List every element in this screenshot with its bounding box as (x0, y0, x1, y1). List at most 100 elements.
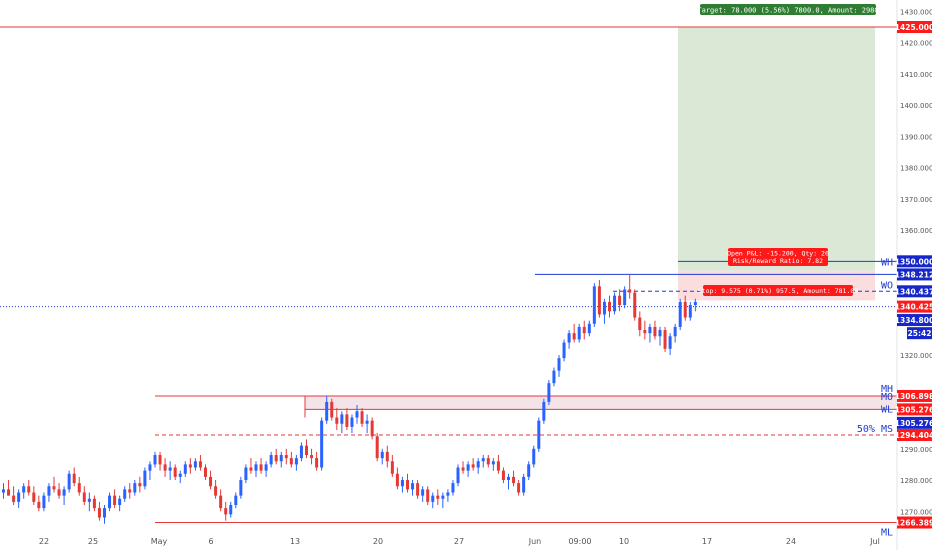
candle (173, 464, 177, 481)
candle (82, 486, 86, 506)
candle-body (693, 301, 697, 306)
candle-body (143, 470, 147, 487)
candle-body (178, 473, 182, 477)
candle-body (436, 495, 440, 499)
price-tick: 1430.000 (900, 8, 932, 16)
price-axis-label-bg (897, 429, 932, 442)
candle (209, 470, 213, 490)
candle (123, 486, 127, 502)
candle-body (249, 467, 253, 471)
candle (249, 458, 253, 474)
candle (400, 476, 404, 493)
candle (395, 467, 399, 490)
candle (512, 470, 516, 487)
candle-body (163, 464, 167, 471)
candle (279, 451, 283, 468)
candle (229, 501, 233, 518)
candle (244, 464, 248, 484)
candle (592, 283, 596, 327)
candle (416, 480, 420, 499)
candle (360, 408, 364, 427)
candle-body (613, 295, 617, 312)
candle-body (47, 486, 51, 496)
candle (128, 483, 132, 499)
candle (678, 298, 682, 331)
candle-body (310, 455, 314, 459)
fvg-zone (305, 395, 897, 410)
candle-body (421, 489, 425, 496)
candle (693, 298, 697, 312)
candle (219, 489, 223, 512)
price-axis-label-bg (897, 416, 932, 429)
candle (683, 295, 687, 321)
ratio-label: Risk/Reward Ratio: 7.82 (733, 257, 823, 265)
candle-body (269, 455, 273, 465)
candle (284, 448, 288, 465)
candle-body (234, 495, 238, 506)
candle (183, 461, 187, 477)
candle (577, 323, 581, 343)
target-label: Target: 78.000 (5.56%) 7800.0, Amount: 2… (697, 7, 878, 15)
candle-body (42, 495, 46, 509)
candle-body (416, 483, 420, 496)
candle (62, 486, 66, 506)
candle (148, 461, 152, 481)
price-axis-label-bg (897, 300, 932, 313)
price-axis-label-bg (897, 403, 932, 416)
time-tick: 22 (39, 537, 49, 546)
candle-body (476, 461, 480, 468)
time-tick: Jul (869, 537, 880, 546)
candle-body (345, 414, 349, 427)
candle-body (512, 476, 516, 484)
candle (496, 455, 500, 474)
candle (522, 473, 526, 496)
candle (224, 501, 228, 521)
candle (668, 333, 672, 356)
candle-body (128, 489, 132, 493)
candle (542, 398, 546, 424)
candle-body (168, 467, 172, 471)
candle-body (461, 467, 465, 471)
stop-label: Stop: 9.575 (0.71%) 957.5, Amount: 781.0… (698, 287, 859, 295)
candle-body (118, 498, 122, 506)
candle (491, 458, 495, 471)
candle-body (668, 336, 672, 349)
candle-body (608, 301, 611, 312)
time-tick: 09:00 (568, 537, 591, 546)
candle-body (567, 333, 571, 343)
candle (163, 458, 167, 477)
candle-body (507, 476, 510, 481)
candle-body (22, 486, 26, 493)
candle-body (527, 464, 531, 477)
candle-body (259, 464, 263, 471)
time-tick: 10 (619, 537, 629, 546)
candle (633, 289, 637, 321)
price-axis-label-bg (897, 285, 932, 298)
candle (198, 455, 202, 471)
candle (325, 395, 329, 424)
candle (37, 495, 41, 512)
candle-body (446, 492, 450, 496)
price-axis-label-bg (897, 314, 932, 327)
candle-body (623, 289, 627, 306)
candle-body (385, 451, 389, 462)
time-tick: 20 (373, 537, 383, 546)
price-axis-label: 1348.212 (895, 268, 932, 281)
candle-body (532, 448, 536, 465)
candle (476, 458, 480, 474)
candle (552, 367, 556, 387)
candle-body (264, 464, 268, 471)
candle-body (628, 289, 632, 293)
candle-body (37, 501, 41, 509)
candle-body (557, 358, 561, 371)
candle (375, 433, 379, 462)
candle-body (2, 489, 5, 493)
price-tick: 1380.000 (900, 165, 932, 173)
candle (32, 486, 36, 506)
candle-body (77, 483, 81, 493)
candle-body (193, 461, 197, 468)
candle (17, 489, 21, 509)
price-axis-label-text: 1266.389 (895, 519, 932, 528)
